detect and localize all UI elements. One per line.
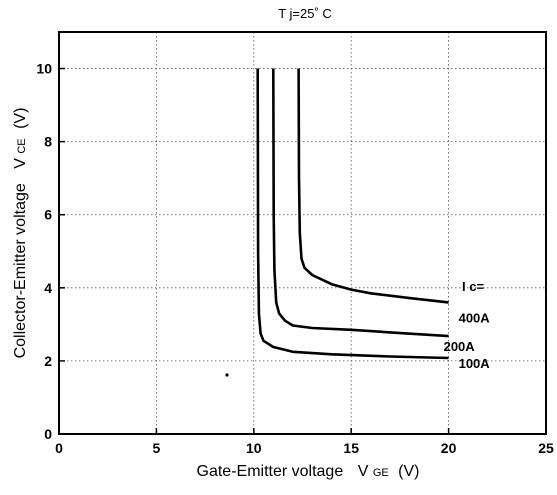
x-tick-label: 25 [538,440,554,456]
series-label-400a: 400A [459,310,491,325]
x-tick-label: 0 [55,440,63,456]
x-axis-symbol: V [358,463,369,480]
legend-header: I c= [462,279,484,294]
x-axis-symbol-sub: GE [373,467,389,479]
grid-layer [59,32,546,434]
speck-mark [225,373,229,377]
x-axis-label: Gate-Emitter voltage V GE (V) [197,463,420,480]
tick-layer: 0 5 10 15 20 25 0 2 4 6 8 10 [36,61,554,456]
x-tick-label: 15 [343,440,359,456]
y-axis-label: Collector-Emitter voltage V CE (V) [12,108,29,359]
plot-frame [58,31,547,435]
y-tick-label: 6 [44,207,52,223]
y-axis-symbol: V [12,158,29,169]
series-label-layer: 400A 200A 100A [444,310,491,371]
x-tick-label: 5 [153,440,161,456]
series-line-200a [271,68,449,338]
series-label-200a: 200A [444,339,476,354]
x-tick-label: 20 [441,440,457,456]
y-axis-unit: (V) [12,108,29,129]
x-tick-label: 10 [246,440,262,456]
series-line-100a [256,68,449,360]
y-tick-label: 0 [44,426,52,442]
y-axis-symbol-sub: CE [16,138,28,153]
curve-layer [256,68,449,360]
chart-title: T j=25˚ C [278,6,332,21]
x-axis-label-text: Gate-Emitter voltage [197,463,344,480]
series-label-100a: 100A [459,356,491,371]
y-axis-label-text: Collector-Emitter voltage [12,183,29,358]
y-tick-label: 2 [44,353,52,369]
series-line-400a [297,68,449,304]
y-tick-label: 10 [36,61,52,77]
y-tick-label: 4 [44,280,52,296]
y-tick-label: 8 [44,134,52,150]
x-axis-unit: (V) [398,463,419,480]
